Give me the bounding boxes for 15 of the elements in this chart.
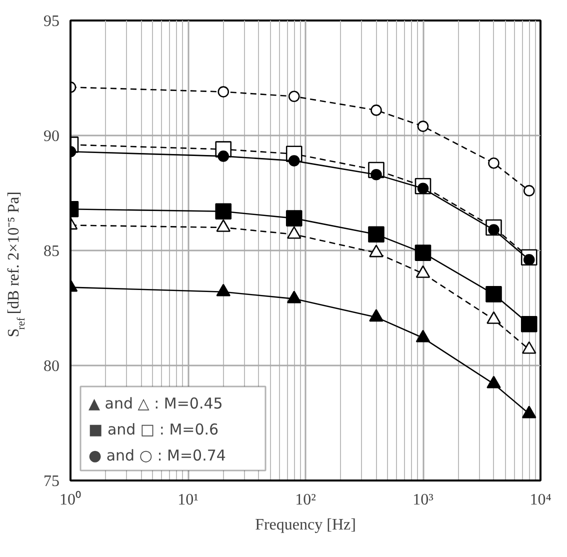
x-tick-label: 10³ xyxy=(412,492,434,508)
y-tick-label: 80 xyxy=(44,358,60,375)
y-tick-label: 75 xyxy=(44,473,60,490)
x-tick-label: 10¹ xyxy=(178,492,199,508)
y-tick-label: 95 xyxy=(44,13,60,30)
annotation: ▲ and △ : M=0.45 xyxy=(88,394,223,412)
annotation: ● and ○ : M=0.74 xyxy=(88,446,226,464)
y-axis-title: Sref [dB ref. 2×10⁻⁵ Pa] xyxy=(6,191,28,338)
x-tick-label: 10⁴ xyxy=(530,492,552,508)
x-tick-label: 10² xyxy=(295,492,316,508)
x-axis-title: Frequency [Hz] xyxy=(255,516,356,534)
x-tick-label: 10⁰ xyxy=(60,490,82,508)
y-tick-label: 85 xyxy=(44,243,60,260)
y-tick-label: 90 xyxy=(44,128,60,145)
annotation: ■ and □ : M=0.6 xyxy=(88,420,219,438)
